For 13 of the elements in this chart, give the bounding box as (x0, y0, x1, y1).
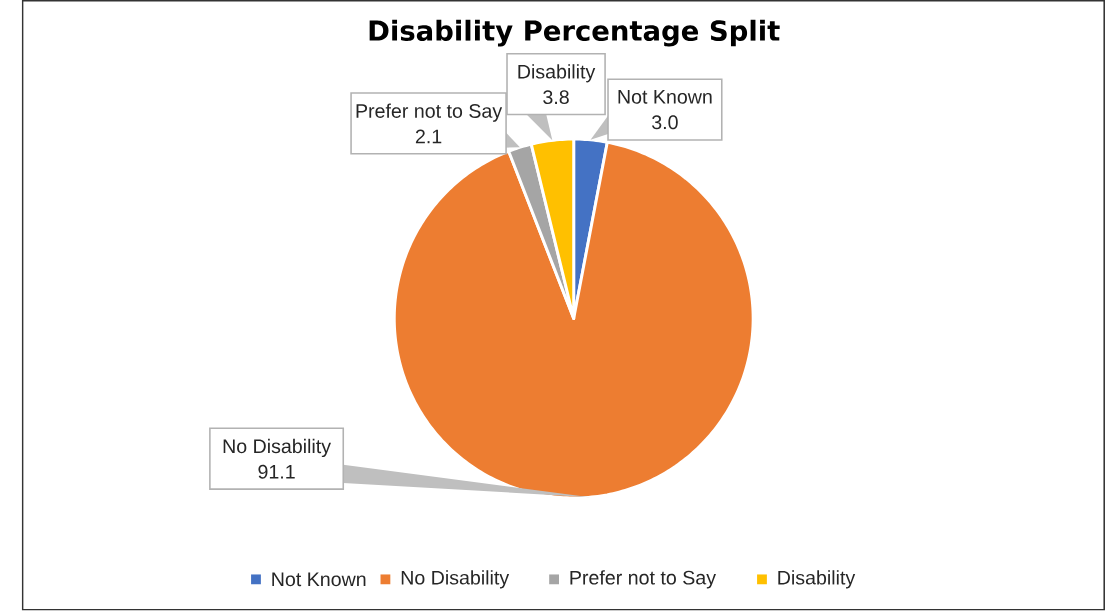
data-label: 2.1 (415, 129, 442, 144)
legend-label: No Disability (401, 570, 510, 589)
slice-label: Not Known (618, 90, 712, 104)
data-label: 91.1 (258, 465, 295, 479)
slice-label: Disability (518, 64, 596, 83)
legend-label: Prefer not to Say (570, 570, 716, 589)
legend-label: Not Known (272, 572, 366, 587)
chart-title: Disability Percentage Split (369, 20, 780, 47)
slice-label: No Disability (223, 439, 331, 458)
data-label: 3.8 (543, 90, 569, 105)
data-label: 3.0 (652, 115, 678, 130)
legend-label: Disability (778, 570, 856, 589)
slice-label: Prefer not to Say (356, 103, 503, 123)
